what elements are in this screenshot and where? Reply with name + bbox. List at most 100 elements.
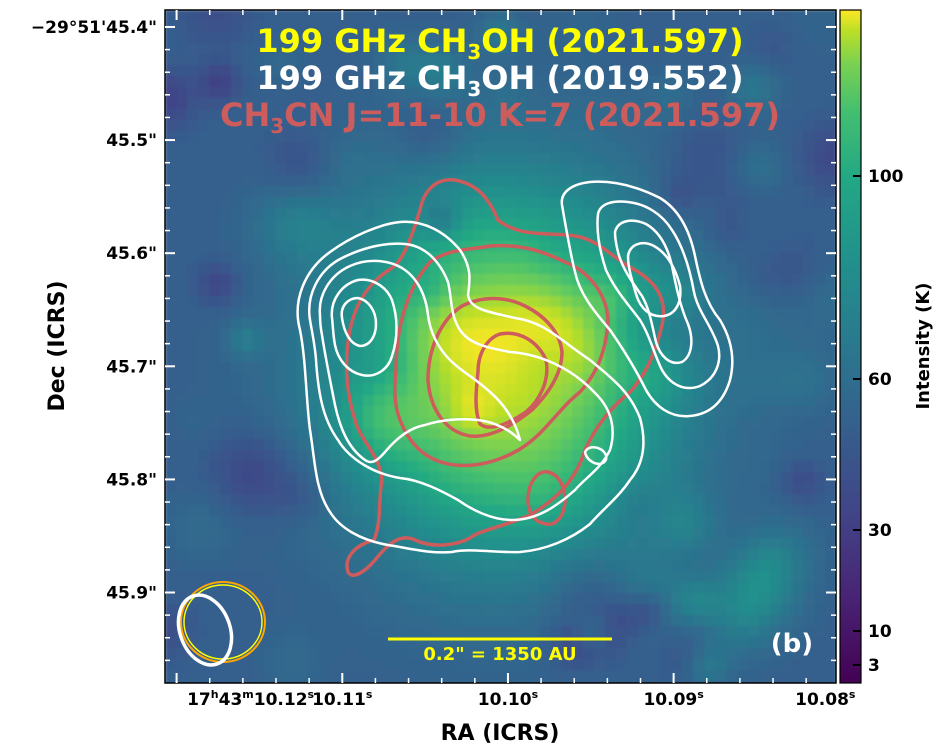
heatmap-cell — [792, 318, 804, 330]
heatmap-cell — [264, 241, 276, 253]
heatmap-cell — [759, 483, 771, 495]
heatmap-cell — [605, 219, 617, 231]
heatmap-cell — [814, 505, 826, 517]
ch3oh-contour-4 — [330, 278, 398, 377]
heatmap-cell — [297, 538, 309, 550]
heatmap-cell — [385, 109, 397, 121]
heatmap-cell — [539, 428, 551, 440]
heatmap-cell — [462, 175, 474, 187]
heatmap-cell — [242, 659, 254, 671]
heatmap-cell — [176, 241, 188, 253]
heatmap-cell — [429, 351, 441, 363]
heatmap-cell — [187, 32, 199, 44]
heatmap-cell — [583, 340, 595, 352]
heatmap-cell — [605, 296, 617, 308]
x-tick-label: 10.10s — [478, 688, 539, 710]
heatmap-cell — [506, 450, 518, 462]
heatmap-cell — [825, 230, 836, 242]
heatmap-cell — [814, 527, 826, 539]
heatmap-cell — [561, 87, 573, 99]
heatmap-cell — [473, 538, 485, 550]
heatmap-cell — [748, 98, 760, 110]
heatmap-cell — [561, 615, 573, 627]
heatmap-cell — [539, 318, 551, 330]
heatmap-cell — [165, 76, 177, 88]
heatmap-cell — [605, 582, 617, 594]
heatmap-cell — [209, 175, 221, 187]
heatmap-cell — [704, 65, 716, 77]
heatmap-cell — [649, 351, 661, 363]
heatmap-cell — [671, 21, 683, 33]
heatmap-cell — [176, 461, 188, 473]
heatmap-cell — [715, 406, 727, 418]
heatmap-cell — [649, 373, 661, 385]
heatmap-cell — [594, 428, 606, 440]
heatmap-cell — [517, 32, 529, 44]
heatmap-cell — [297, 549, 309, 561]
heatmap-cell — [429, 362, 441, 374]
heatmap-cell — [165, 274, 177, 286]
heatmap-cell — [220, 186, 232, 198]
heatmap-cell — [440, 43, 452, 55]
heatmap-cell — [176, 670, 188, 682]
heatmap-cell — [451, 164, 463, 176]
heatmap-cell — [407, 153, 419, 165]
heatmap-cell — [253, 516, 265, 528]
heatmap-cell — [638, 318, 650, 330]
heatmap-cell — [726, 461, 738, 473]
heatmap-cell — [319, 65, 331, 77]
heatmap-cell — [506, 175, 518, 187]
heatmap-cell — [671, 43, 683, 55]
heatmap-cell — [682, 549, 694, 561]
heatmap-cell — [682, 131, 694, 143]
heatmap-cell — [803, 120, 815, 132]
heatmap-cell — [462, 681, 474, 683]
heatmap-cell — [506, 274, 518, 286]
heatmap-cell — [605, 307, 617, 319]
heatmap-cell — [715, 362, 727, 374]
heatmap-cell — [561, 274, 573, 286]
heatmap-cell — [253, 10, 265, 22]
heatmap-cell — [429, 373, 441, 385]
heatmap-cell — [440, 384, 452, 396]
heatmap-cell — [726, 329, 738, 341]
heatmap-cell — [363, 362, 375, 374]
heatmap-cell — [572, 659, 584, 671]
heatmap-cell — [396, 186, 408, 198]
heatmap-cell — [407, 373, 419, 385]
heatmap-cell — [396, 681, 408, 683]
heatmap-cell — [385, 340, 397, 352]
heatmap-cell — [198, 593, 210, 605]
heatmap-cell — [781, 362, 793, 374]
heatmap-cell — [770, 648, 782, 660]
heatmap-cell — [253, 219, 265, 231]
heatmap-cell — [561, 208, 573, 220]
heatmap-cell — [253, 571, 265, 583]
heatmap-cell — [495, 351, 507, 363]
heatmap-cell — [330, 10, 342, 22]
heatmap-cell — [176, 439, 188, 451]
colorbar-label: Intensity (K) — [913, 282, 934, 409]
heatmap-cell — [781, 483, 793, 495]
heatmap-cell — [561, 318, 573, 330]
heatmap-cell — [253, 65, 265, 77]
heatmap-cell — [220, 109, 232, 121]
heatmap-cell — [176, 285, 188, 297]
heatmap-cell — [473, 384, 485, 396]
heatmap-cell — [440, 329, 452, 341]
heatmap-cell — [473, 329, 485, 341]
heatmap-cell — [374, 153, 386, 165]
heatmap-cell — [814, 98, 826, 110]
heatmap-cell — [209, 527, 221, 539]
heatmap-cell — [407, 142, 419, 154]
heatmap-cell — [253, 230, 265, 242]
heatmap-cell — [792, 549, 804, 561]
heatmap-cell — [737, 527, 749, 539]
heatmap-cell — [484, 450, 496, 462]
heatmap-cell — [726, 472, 738, 484]
heatmap-cell — [792, 142, 804, 154]
heatmap-cell — [418, 120, 430, 132]
heatmap-cell — [583, 142, 595, 154]
heatmap-cell — [792, 43, 804, 55]
heatmap-cell — [209, 54, 221, 66]
